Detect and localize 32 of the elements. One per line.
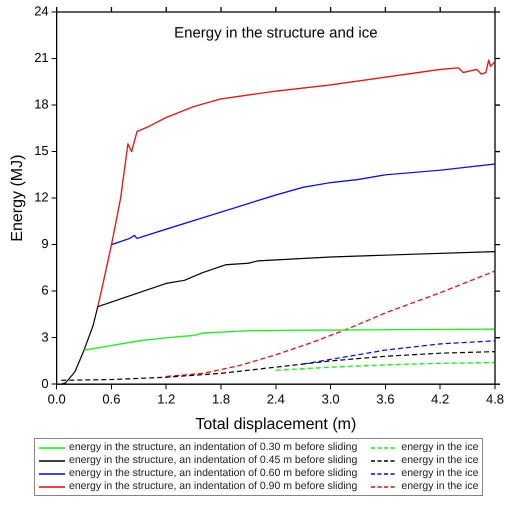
y-tick-label: 18 [34, 96, 49, 112]
text: Energy in the structure and ice [174, 24, 378, 42]
x-tick-label: 3.0 [322, 392, 340, 407]
legend-label: energy in the structure, an indentation of 0.45 m before sliding [69, 454, 358, 467]
line-series [166, 270, 495, 378]
y-tick-label: 21 [34, 50, 49, 66]
y-tick-label: 12 [34, 190, 49, 205]
x-tick-label: 0.0 [48, 392, 66, 407]
x-axis-title: Total displacement (m) [195, 416, 356, 433]
legend-label: energy in the ice [401, 467, 478, 480]
x-tick-label: 4.2 [431, 392, 450, 407]
y-tick-label: 24 [34, 4, 49, 19]
legend-label: energy in the structure, an indentation of 0.30 m before sliding [69, 441, 358, 454]
line-series [275, 362, 495, 371]
y-tick-label: 0 [41, 376, 49, 391]
y-tick-label: 9 [41, 236, 49, 252]
line-series [302, 340, 495, 365]
legend-label: energy in the ice [401, 480, 478, 493]
y-tick-label: 3 [41, 329, 49, 344]
x-tick-label: 1.2 [157, 392, 176, 407]
legend-label: energy in the ice [401, 441, 478, 454]
x-tick-label: 0.6 [102, 392, 120, 407]
y-axis-title: Energy (MJ) [9, 154, 26, 242]
legend-label: energy in the structure, an indentation of 0.90 m before sliding [69, 480, 358, 493]
x-tick-label: 4.8 [486, 392, 504, 407]
legend-label: energy in the ice [401, 454, 478, 467]
x-tick-label: 1.8 [212, 392, 230, 407]
y-tick-label: 6 [41, 282, 49, 298]
x-tick-label: 2.4 [266, 392, 285, 407]
y-tick-label: 15 [34, 143, 49, 158]
legend-label: energy in the structure, an indentation of 0.60 m before sliding [69, 467, 358, 480]
x-tick-label: 3.6 [376, 392, 394, 407]
